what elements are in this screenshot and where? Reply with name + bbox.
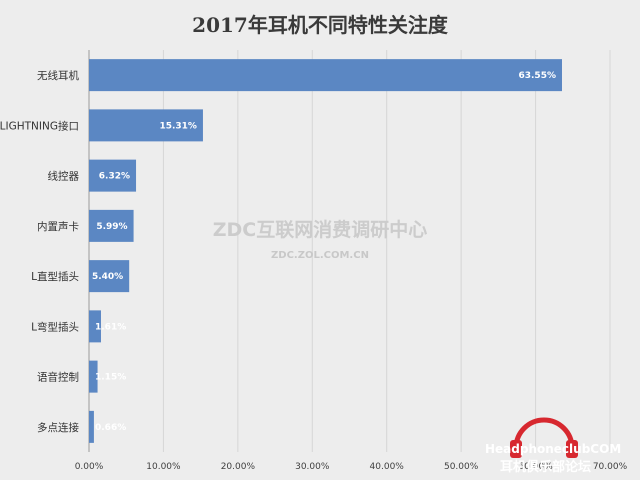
bar bbox=[89, 109, 203, 142]
x-tick-label: 30.00% bbox=[295, 462, 330, 472]
x-tick-label: 50.00% bbox=[444, 462, 479, 472]
x-tick-label: 60.00% bbox=[518, 462, 553, 472]
category-label: 内置声卡 bbox=[37, 220, 79, 233]
logo-text-english: HeadphoneclubCOM bbox=[485, 442, 621, 456]
bar bbox=[89, 310, 101, 343]
category-label: 无线耳机 bbox=[37, 69, 79, 82]
category-label: 线控器 bbox=[48, 170, 80, 183]
category-label: L弯型插头 bbox=[31, 320, 79, 333]
bar bbox=[89, 209, 134, 242]
data-label: 1.15% bbox=[95, 373, 126, 383]
x-tick-labels: 0.00% 10.00% 20.00% 30.00% 40.00% 50.00% 60.00… bbox=[75, 462, 628, 472]
bar bbox=[89, 360, 98, 393]
x-tick-label: 70.00% bbox=[593, 462, 628, 472]
watermark-sub: ZDC.ZOL.COM.CN bbox=[271, 250, 369, 261]
chart-title: 2017年耳机不同特性关注度 bbox=[192, 13, 449, 37]
headphone-right-cup-icon bbox=[566, 440, 578, 458]
data-label: 0.66% bbox=[95, 423, 126, 433]
category-label: LIGHTNING接口 bbox=[0, 119, 79, 132]
category-label: 语音控制 bbox=[37, 371, 79, 384]
bar bbox=[89, 260, 130, 293]
x-tick-label: 10.00% bbox=[146, 462, 181, 472]
x-tick-label: 20.00% bbox=[221, 462, 256, 472]
watermark: ZDC互联网消费调研中心 ZDC.ZOL.COM.CN bbox=[213, 218, 428, 261]
data-label: 5.40% bbox=[92, 272, 123, 282]
x-tick-label: 40.00% bbox=[370, 462, 405, 472]
headphoneclub-logo: HeadphoneclubCOM 耳机俱乐部论坛 bbox=[485, 417, 621, 475]
bars: 63.55% 15.31% 6.32% 5.99% 5.40% 1.61% 1.15% 0.6… bbox=[89, 59, 562, 443]
category-label: 多点连接 bbox=[37, 421, 79, 434]
data-label: 15.31% bbox=[159, 121, 197, 131]
data-label: 1.61% bbox=[95, 322, 126, 332]
headphone-left-cup-icon bbox=[510, 440, 522, 458]
data-label: 63.55% bbox=[518, 71, 556, 81]
category-label: L直型插头 bbox=[31, 270, 79, 283]
data-label: 5.99% bbox=[96, 222, 127, 232]
x-tick-label: 0.00% bbox=[75, 462, 104, 472]
watermark-main: ZDC互联网消费调研中心 bbox=[213, 218, 428, 241]
data-label: 6.32% bbox=[99, 172, 130, 182]
bar bbox=[89, 59, 562, 92]
bar bbox=[89, 410, 94, 443]
logo-text-chinese: 耳机俱乐部论坛 bbox=[500, 459, 591, 475]
bar bbox=[89, 159, 137, 192]
headphone-band-icon bbox=[513, 417, 575, 449]
